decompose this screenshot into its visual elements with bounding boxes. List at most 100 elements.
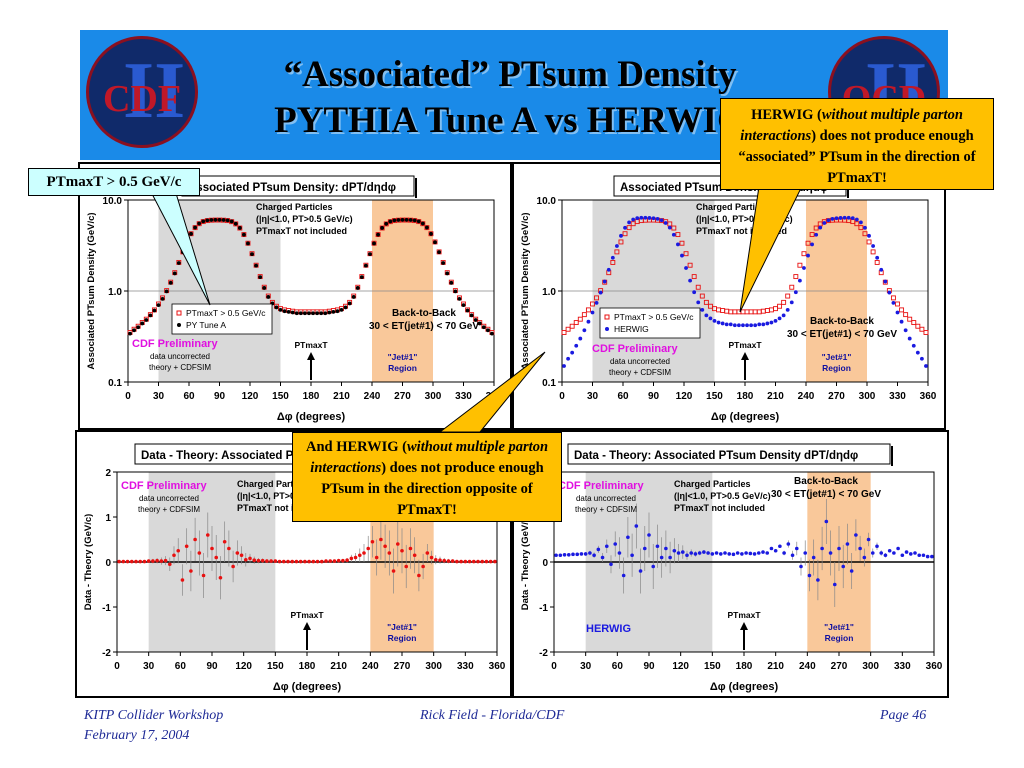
x-tick-label: 240: [364, 391, 381, 402]
data-point: [642, 546, 647, 551]
x-tick-label: 270: [828, 391, 845, 402]
data-point: [303, 559, 307, 564]
data-point: [781, 313, 786, 318]
data-point: [328, 559, 333, 563]
data-point: [565, 326, 571, 332]
data-point: [799, 564, 803, 569]
data-point: [702, 550, 706, 554]
data-point: [585, 307, 591, 313]
data-point: [887, 290, 892, 295]
x-tick-label: 0: [114, 661, 120, 672]
data-point: [663, 221, 668, 225]
x-tick-label: 120: [242, 391, 259, 402]
data-point: [156, 303, 161, 307]
ptmax-label: PTmaxT: [728, 340, 762, 350]
data-point: [387, 551, 392, 555]
data-point: [575, 552, 580, 557]
data-point: [672, 548, 677, 553]
data-point: [205, 218, 210, 223]
back-to-back-label: Back-to-Back: [794, 476, 858, 487]
x-tick-label: 270: [394, 661, 411, 672]
data-point: [205, 533, 210, 537]
herwig-label: HERWIG: [586, 623, 631, 635]
data-point: [680, 550, 685, 554]
data-point: [163, 558, 168, 563]
data-point: [570, 350, 575, 355]
data-point: [697, 551, 702, 555]
data-point: [814, 232, 819, 237]
ptmax-callout: PTmaxT > 0.5 GeV/c: [28, 168, 200, 196]
data-point: [233, 221, 238, 226]
x-axis-label: Δφ (degrees): [273, 681, 342, 693]
data-point: [798, 278, 802, 283]
data-point: [596, 547, 601, 552]
data-point: [172, 271, 177, 276]
x-axis-label: Δφ (degrees): [711, 411, 780, 423]
data-point: [433, 240, 437, 245]
data-point: [631, 217, 636, 222]
data-point: [858, 546, 862, 551]
data-point: [364, 263, 368, 268]
data-point: [737, 323, 741, 328]
data-point: [315, 311, 319, 316]
chart-note: (|η|<1.0, PT>0.5 GeV/c): [237, 491, 334, 501]
data-point: [900, 553, 905, 558]
data-point: [794, 546, 799, 551]
data-point: [626, 535, 630, 540]
y-tick-label: 1.0: [108, 287, 122, 298]
data-point: [218, 575, 223, 580]
x-tick-label: 210: [767, 391, 784, 402]
data-point: [756, 551, 761, 555]
back-to-back-label: 30 < ET(jet#1) < 70 GeV: [369, 321, 479, 332]
data-point: [315, 559, 320, 564]
footer-workshop: KITP Collider Workshop: [84, 708, 224, 723]
x-tick-label: 90: [206, 661, 218, 672]
data-point: [769, 546, 774, 551]
data-point: [286, 309, 291, 314]
cdf-logo: II CDF: [86, 36, 198, 148]
data-point: [761, 322, 766, 327]
data-point: [623, 225, 627, 230]
data-point: [891, 300, 896, 305]
data-point: [793, 290, 798, 295]
y-tick-label: -1: [539, 603, 548, 614]
data-point: [248, 556, 252, 561]
data-point: [311, 311, 315, 316]
back-to-back-label: Back-to-Back: [392, 308, 456, 319]
legend-box: [599, 307, 701, 339]
data-point: [875, 544, 879, 549]
data-point: [834, 216, 839, 221]
data-point: [925, 554, 930, 559]
data-point: [429, 231, 433, 236]
preliminary-note: theory + CDFSIM: [138, 505, 200, 514]
data-point: [757, 322, 762, 327]
data-point: [408, 218, 413, 222]
x-tick-label: 180: [737, 391, 754, 402]
chart-note: Charged Particles: [674, 479, 751, 489]
data-point: [618, 239, 624, 245]
x-tick-label: 120: [676, 391, 693, 402]
data-point: [176, 261, 181, 265]
data-point: [685, 553, 689, 558]
data-point: [830, 216, 835, 221]
data-point: [235, 551, 240, 555]
data-point: [581, 312, 587, 318]
data-point: [820, 546, 824, 551]
data-point: [189, 231, 193, 236]
data-point: [241, 232, 247, 238]
data-point: [562, 364, 566, 368]
data-point: [655, 216, 660, 221]
data-point: [883, 553, 888, 558]
herwig-bottom-callout: And HERWIG (without multiple parton inte…: [292, 432, 562, 522]
data-point: [822, 221, 827, 225]
data-point: [561, 330, 567, 335]
data-point: [404, 217, 409, 222]
y-tick-label: 10.0: [103, 196, 123, 207]
chart-title-box: [567, 443, 891, 465]
data-point: [594, 295, 600, 301]
data-point: [490, 331, 494, 336]
data-point: [336, 558, 341, 563]
data-point: [160, 296, 165, 301]
x-tick-label: 360: [920, 391, 937, 402]
data-point: [209, 218, 214, 222]
